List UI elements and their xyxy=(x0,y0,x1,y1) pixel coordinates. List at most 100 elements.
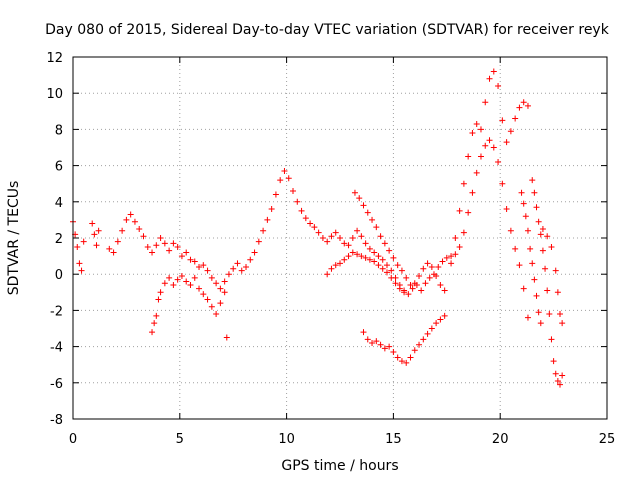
data-point xyxy=(544,233,551,240)
axis-ticks xyxy=(72,56,608,420)
data-point xyxy=(424,260,431,267)
data-point xyxy=(149,249,156,256)
data-point xyxy=(503,139,510,146)
data-point xyxy=(238,267,245,274)
data-point xyxy=(140,233,147,240)
data-point xyxy=(170,240,177,247)
data-point xyxy=(324,271,331,278)
data-point xyxy=(544,287,551,294)
data-point xyxy=(360,202,367,209)
data-point xyxy=(524,314,531,321)
data-point xyxy=(420,265,427,272)
data-point xyxy=(499,117,506,124)
data-point xyxy=(358,253,365,260)
data-point xyxy=(448,253,455,260)
data-point xyxy=(375,253,382,260)
data-point xyxy=(424,330,431,337)
data-point xyxy=(161,240,168,247)
data-point xyxy=(456,244,463,251)
y-tick-label: -4 xyxy=(50,341,63,356)
series-lower-branch xyxy=(149,273,230,341)
data-point xyxy=(409,285,416,292)
y-tick-label: -2 xyxy=(50,304,63,319)
data-point xyxy=(196,263,203,270)
y-tick-label: 6 xyxy=(55,160,63,175)
data-point xyxy=(364,336,371,343)
data-point xyxy=(307,220,314,227)
data-point xyxy=(91,231,98,238)
data-point xyxy=(460,180,467,187)
x-tick-label: 0 xyxy=(69,432,77,447)
data-point xyxy=(170,282,177,289)
data-point xyxy=(469,130,476,137)
data-point xyxy=(356,195,363,202)
data-point xyxy=(371,249,378,256)
data-point xyxy=(114,238,121,245)
data-point xyxy=(208,303,215,310)
data-point xyxy=(452,251,459,258)
data-point xyxy=(433,320,440,327)
data-point xyxy=(557,311,564,318)
data-point xyxy=(394,354,401,361)
data-point xyxy=(183,249,190,256)
y-tick-label: 8 xyxy=(55,123,63,138)
data-point xyxy=(522,213,529,220)
series-high-peak-branch xyxy=(448,68,531,267)
x-tick-label: 5 xyxy=(176,432,184,447)
y-tick-label: -6 xyxy=(50,377,63,392)
data-point xyxy=(443,254,450,261)
data-point xyxy=(460,229,467,236)
data-point xyxy=(531,189,538,196)
data-point xyxy=(217,285,224,292)
data-point xyxy=(166,247,173,254)
data-point xyxy=(119,227,126,234)
series-lower-mid-branch xyxy=(324,249,408,296)
data-point xyxy=(362,254,369,261)
data-point xyxy=(379,265,386,272)
data-point xyxy=(542,265,549,272)
data-point xyxy=(527,245,534,252)
x-tick-label: 25 xyxy=(599,432,616,447)
data-point xyxy=(196,285,203,292)
data-point xyxy=(428,263,435,270)
data-point xyxy=(495,82,502,89)
data-point xyxy=(234,260,241,267)
data-point xyxy=(477,153,484,160)
data-point xyxy=(328,233,335,240)
data-point xyxy=(191,274,198,281)
data-point xyxy=(486,137,493,144)
data-point xyxy=(465,209,472,216)
data-point xyxy=(437,316,444,323)
data-point xyxy=(437,282,444,289)
data-point xyxy=(416,273,423,280)
data-point xyxy=(174,244,181,251)
data-point xyxy=(341,240,348,247)
data-point xyxy=(456,207,463,214)
data-point xyxy=(533,204,540,211)
data-point xyxy=(369,339,376,346)
data-point xyxy=(516,262,523,269)
data-point xyxy=(529,260,536,267)
data-point xyxy=(507,128,514,135)
data-point xyxy=(157,289,164,296)
data-point xyxy=(507,227,514,234)
data-point xyxy=(465,153,472,160)
data-point xyxy=(221,278,228,285)
data-point xyxy=(89,220,96,227)
data-point xyxy=(225,271,232,278)
data-point xyxy=(394,262,401,269)
data-point xyxy=(337,260,343,267)
data-point xyxy=(512,115,519,122)
x-tick-label: 20 xyxy=(492,432,509,447)
data-point xyxy=(377,233,384,240)
data-point xyxy=(264,216,271,223)
data-point xyxy=(520,200,527,207)
data-point xyxy=(311,224,318,231)
data-point xyxy=(452,235,459,241)
data-point xyxy=(401,289,408,296)
data-point xyxy=(277,177,284,184)
series-upper-mid-branch xyxy=(351,189,448,294)
data-point xyxy=(354,227,361,234)
data-point xyxy=(178,273,185,280)
data-point xyxy=(531,276,538,283)
